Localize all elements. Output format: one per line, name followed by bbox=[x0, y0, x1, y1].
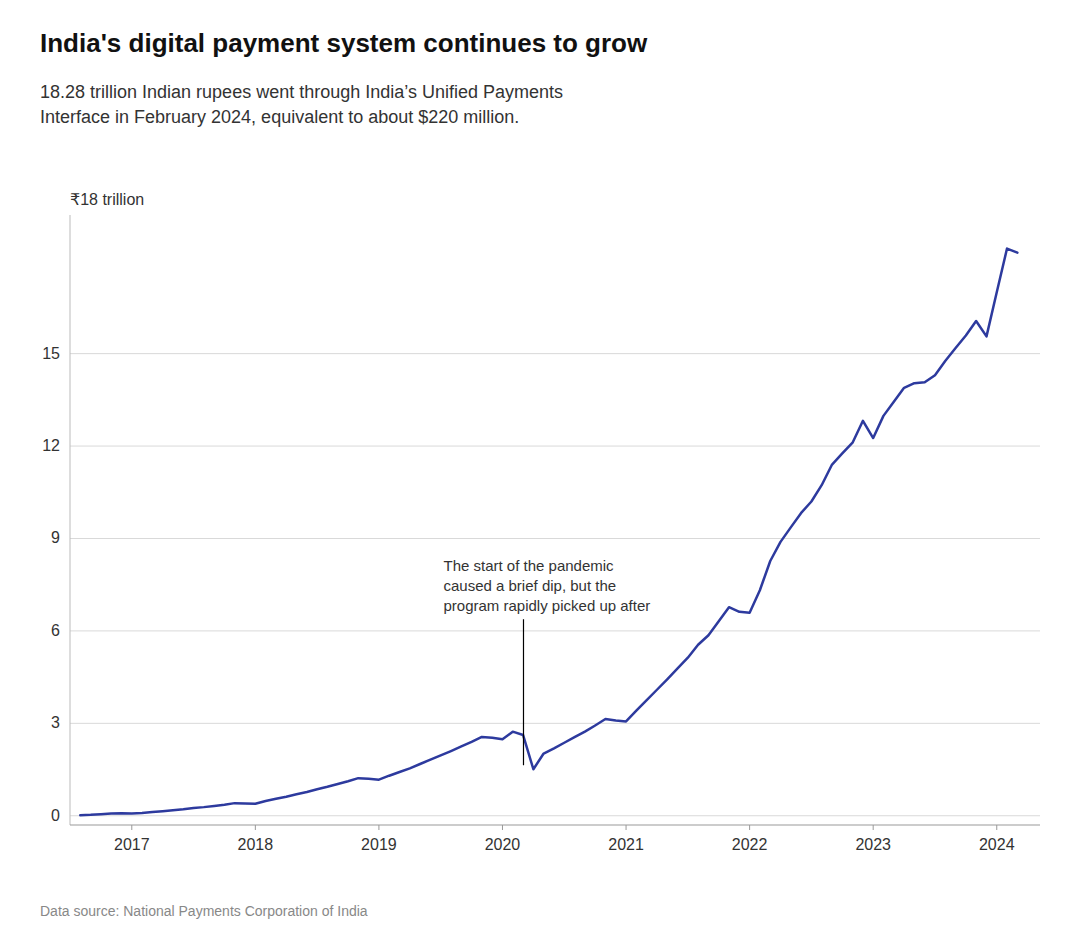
y-tick-label: 9 bbox=[51, 529, 60, 546]
annotation-line: caused a brief dip, but the bbox=[443, 577, 616, 594]
x-tick-label: 2020 bbox=[485, 836, 521, 853]
x-tick-label: 2019 bbox=[361, 836, 397, 853]
x-tick-label: 2024 bbox=[979, 836, 1015, 853]
y-tick-label: 6 bbox=[51, 622, 60, 639]
data-layer bbox=[80, 249, 1017, 816]
y-axis-line bbox=[70, 215, 71, 825]
source: Data source: National Payments Corporati… bbox=[40, 903, 368, 919]
x-tick-label: 2018 bbox=[238, 836, 274, 853]
grid-line bbox=[70, 630, 1040, 631]
grid-line bbox=[70, 723, 1040, 724]
x-tick bbox=[131, 825, 132, 830]
x-tick-label: 2017 bbox=[114, 836, 150, 853]
line bbox=[80, 249, 1017, 816]
x-tick-label: 2022 bbox=[732, 836, 768, 853]
x-tick bbox=[255, 825, 256, 830]
y-tick-label: 3 bbox=[51, 714, 60, 731]
x-tick bbox=[873, 825, 874, 830]
chart: India's digital payment system continues… bbox=[0, 0, 1080, 938]
x-tick bbox=[996, 825, 997, 830]
y-tick-label: 15 bbox=[42, 345, 60, 362]
title: India's digital payment system continues… bbox=[40, 28, 648, 58]
annotation-line bbox=[523, 619, 524, 765]
annotation-line: program rapidly picked up after bbox=[443, 597, 650, 614]
grid-line bbox=[70, 815, 1040, 816]
x-tick-label: 2021 bbox=[608, 836, 644, 853]
x-tick-label: 2023 bbox=[855, 836, 891, 853]
y-tick-label: 0 bbox=[51, 807, 60, 824]
grid-line bbox=[70, 446, 1040, 447]
annotation-line: The start of the pandemic bbox=[443, 557, 614, 574]
subtitle-line: Interface in February 2024, equivalent t… bbox=[40, 107, 519, 127]
subtitle: 18.28 trillion Indian rupees went throug… bbox=[40, 82, 563, 127]
x-tick bbox=[502, 825, 503, 830]
x-tick bbox=[749, 825, 750, 830]
grid-line bbox=[70, 538, 1040, 539]
x-axis-line bbox=[70, 825, 1040, 826]
subtitle-line: 18.28 trillion Indian rupees went throug… bbox=[40, 82, 563, 102]
x-tick bbox=[378, 825, 379, 830]
y-tick-label: 12 bbox=[42, 437, 60, 454]
x-tick bbox=[626, 825, 627, 830]
annotation: The start of the pandemic caused a brief … bbox=[443, 557, 650, 614]
y-axis-label: ₹18 trillion bbox=[70, 191, 144, 208]
grid-line bbox=[70, 353, 1040, 354]
